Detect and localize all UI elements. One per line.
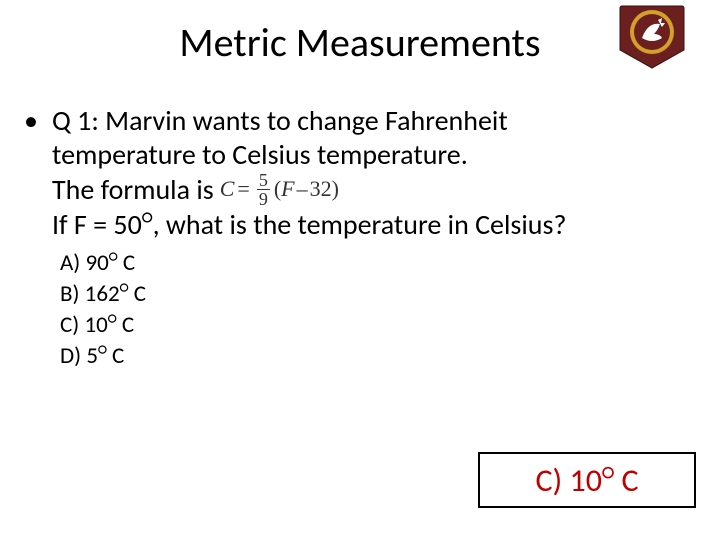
q4a: If F = 50 [52, 207, 142, 242]
formula-eq: = [237, 176, 249, 202]
team-logo [618, 4, 686, 70]
formula-f: F [281, 176, 294, 202]
fraction-den: 9 [257, 190, 270, 208]
options-list: A) 90○ C B) 162○ C C) 10○ C D) 5○ C [60, 248, 696, 372]
question-line-4: If F = 50○, what is the temperature in C… [52, 208, 696, 242]
formula-const: 32 [310, 176, 332, 202]
formula-lead: The formula is [52, 173, 214, 207]
formula-close: ) [332, 176, 339, 202]
question-block: • Q 1: Marvin wants to change Fahrenheit… [24, 104, 696, 372]
question-line-2: temperature to Celsius temperature. [52, 138, 696, 172]
option-b: B) 162○ C [60, 279, 696, 310]
option-c: C) 10○ C [60, 310, 696, 341]
option-a: A) 90○ C [60, 248, 696, 279]
question-line-1: Q 1: Marvin wants to change Fahrenheit [52, 104, 696, 138]
formula-c: C [220, 176, 235, 202]
fraction-num: 5 [257, 171, 270, 190]
degree-icon: ○ [602, 459, 614, 486]
formula: C = 5 9 ( F – 32 ) [220, 171, 339, 208]
answer-text: C) 10○ C [535, 461, 638, 500]
page-title: Metric Measurements [179, 18, 540, 67]
formula-minus: – [297, 176, 308, 202]
formula-fraction: 5 9 [257, 171, 270, 208]
degree-icon: ○ [142, 206, 153, 230]
degree-icon: ○ [120, 278, 129, 297]
degree-icon: ○ [109, 247, 118, 266]
q4b: , what is the temperature in Celsius? [153, 207, 567, 242]
answer-box: C) 10○ C [478, 452, 696, 508]
degree-icon: ○ [108, 309, 117, 328]
bullet-icon: • [24, 104, 52, 242]
option-d: D) 5○ C [60, 341, 696, 372]
degree-icon: ○ [98, 340, 107, 359]
